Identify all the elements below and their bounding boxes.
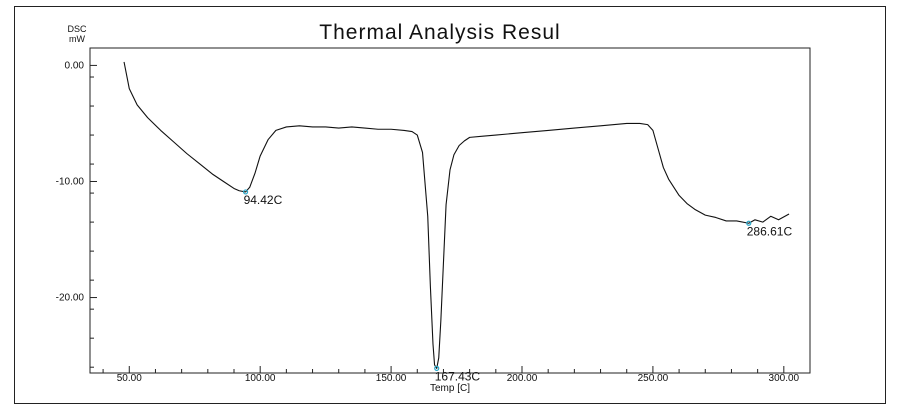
peak-label: 286.61C	[747, 224, 793, 238]
x-tick-label: 200.00	[507, 373, 538, 384]
x-tick-label: 300.00	[769, 373, 800, 384]
x-tick-label: 50.00	[117, 373, 142, 384]
x-tick-label: 150.00	[376, 373, 407, 384]
peak-label: 167.43C	[435, 369, 481, 383]
x-axis-label: Temp [C]	[430, 383, 470, 394]
peak-marker	[242, 189, 249, 195]
dsc-curve	[123, 61, 790, 369]
peak-marker	[746, 220, 752, 226]
chart-frame	[14, 6, 886, 404]
plot-area-border	[89, 47, 811, 374]
peak-label: 94.42C	[244, 193, 283, 207]
y-tick-label: -20.00	[56, 293, 85, 304]
y-tick-label: 0.00	[65, 60, 85, 71]
x-tick-label: 250.00	[638, 373, 669, 384]
y-axis-label-line2: mW	[69, 34, 85, 44]
x-tick-label: 100.00	[245, 373, 276, 384]
y-tick-label: -10.00	[56, 176, 85, 187]
chart-title: Thermal Analysis Resul	[319, 21, 560, 44]
peak-marker	[434, 365, 440, 371]
y-axis-label-line1: DSC	[67, 24, 87, 34]
